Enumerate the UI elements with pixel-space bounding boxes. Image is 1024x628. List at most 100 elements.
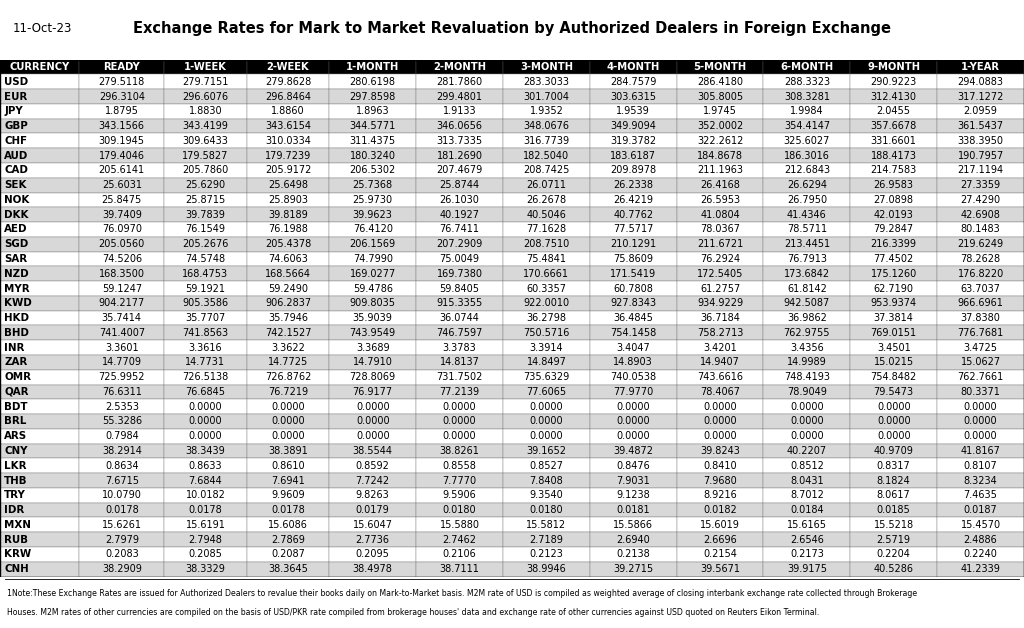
Bar [503,148,590,163]
Text: 180.3240: 180.3240 [350,151,395,161]
Text: 915.3355: 915.3355 [436,298,482,308]
Bar [503,384,590,399]
Text: 746.7597: 746.7597 [436,328,482,338]
Text: 8.9216: 8.9216 [703,490,737,501]
Text: 0.0178: 0.0178 [271,505,305,515]
Bar [850,384,937,399]
Text: 2-MONTH: 2-MONTH [433,62,486,72]
Text: EUR: EUR [4,92,28,102]
Text: CHF: CHF [4,136,27,146]
Text: 0.0000: 0.0000 [529,431,563,441]
Text: 76.4120: 76.4120 [352,224,393,234]
Bar [80,429,164,443]
Bar [850,281,937,296]
Bar [416,517,503,532]
Text: 39.2715: 39.2715 [613,564,653,574]
Text: 38.9946: 38.9946 [526,564,566,574]
Bar [503,443,590,458]
Text: 26.1030: 26.1030 [439,195,479,205]
Text: 78.0367: 78.0367 [700,224,740,234]
Text: 7.7770: 7.7770 [442,475,476,485]
Bar [590,458,677,473]
Bar [937,237,1024,252]
Bar [330,547,416,561]
Bar [677,325,764,340]
Bar [503,399,590,414]
Text: 35.7707: 35.7707 [185,313,225,323]
Bar [677,281,764,296]
Text: 8.0431: 8.0431 [791,475,823,485]
Bar [937,473,1024,488]
Bar [247,517,330,532]
Bar [937,252,1024,266]
Text: 1.9352: 1.9352 [529,106,563,116]
Text: 0.0000: 0.0000 [188,431,222,441]
Text: 309.6433: 309.6433 [182,136,228,146]
Text: 2.7736: 2.7736 [355,534,390,544]
Text: OMR: OMR [4,372,31,382]
Bar [164,222,247,237]
Bar [850,429,937,443]
Text: 25.6031: 25.6031 [101,180,141,190]
Text: 168.5664: 168.5664 [265,269,311,279]
Text: 205.0560: 205.0560 [98,239,145,249]
Bar [164,193,247,207]
Text: 15.6047: 15.6047 [352,520,393,530]
Text: JPY: JPY [4,106,23,116]
Text: THB: THB [4,475,28,485]
Text: 14.9407: 14.9407 [700,357,740,367]
Bar [937,163,1024,178]
Text: BHD: BHD [4,328,29,338]
Text: 0.0185: 0.0185 [877,505,910,515]
Bar [164,60,247,75]
Bar [330,355,416,370]
Text: 36.7184: 36.7184 [700,313,740,323]
Text: 36.0744: 36.0744 [439,313,479,323]
Bar [0,60,80,75]
Bar [0,119,80,134]
Text: 211.6721: 211.6721 [697,239,743,249]
Text: 186.3016: 186.3016 [784,151,829,161]
Text: 3.3783: 3.3783 [442,343,476,352]
Text: 15.0215: 15.0215 [873,357,913,367]
Bar [590,384,677,399]
Bar [330,296,416,311]
Bar [330,458,416,473]
Bar [503,414,590,429]
Text: 0.8634: 0.8634 [105,461,138,471]
Bar [503,266,590,281]
Text: 299.4801: 299.4801 [436,92,482,102]
Bar [330,370,416,384]
Bar [850,340,937,355]
Text: 294.0883: 294.0883 [957,77,1004,87]
Text: 762.9755: 762.9755 [783,328,830,338]
Text: 7.9680: 7.9680 [703,475,737,485]
Text: IDR: IDR [4,505,25,515]
Bar [590,561,677,577]
Bar [247,561,330,577]
Bar [677,252,764,266]
Bar [164,443,247,458]
Text: 0.8410: 0.8410 [703,461,737,471]
Bar [764,75,850,89]
Text: 297.8598: 297.8598 [349,92,396,102]
Text: 38.7111: 38.7111 [439,564,479,574]
Text: 39.7839: 39.7839 [185,210,225,220]
Bar [590,75,677,89]
Text: 3.3616: 3.3616 [188,343,222,352]
Text: 284.7579: 284.7579 [610,77,656,87]
Text: 78.4067: 78.4067 [700,387,740,397]
Text: 42.0193: 42.0193 [873,210,913,220]
Bar [80,532,164,547]
Bar [503,473,590,488]
Bar [164,178,247,193]
Text: 181.2690: 181.2690 [436,151,482,161]
Bar [850,517,937,532]
Text: 0.0178: 0.0178 [104,505,138,515]
Text: 10.0790: 10.0790 [101,490,141,501]
Bar [80,370,164,384]
Text: TRY: TRY [4,490,26,501]
Text: 63.7037: 63.7037 [961,284,1000,293]
Text: 9.5906: 9.5906 [442,490,476,501]
Bar [416,222,503,237]
